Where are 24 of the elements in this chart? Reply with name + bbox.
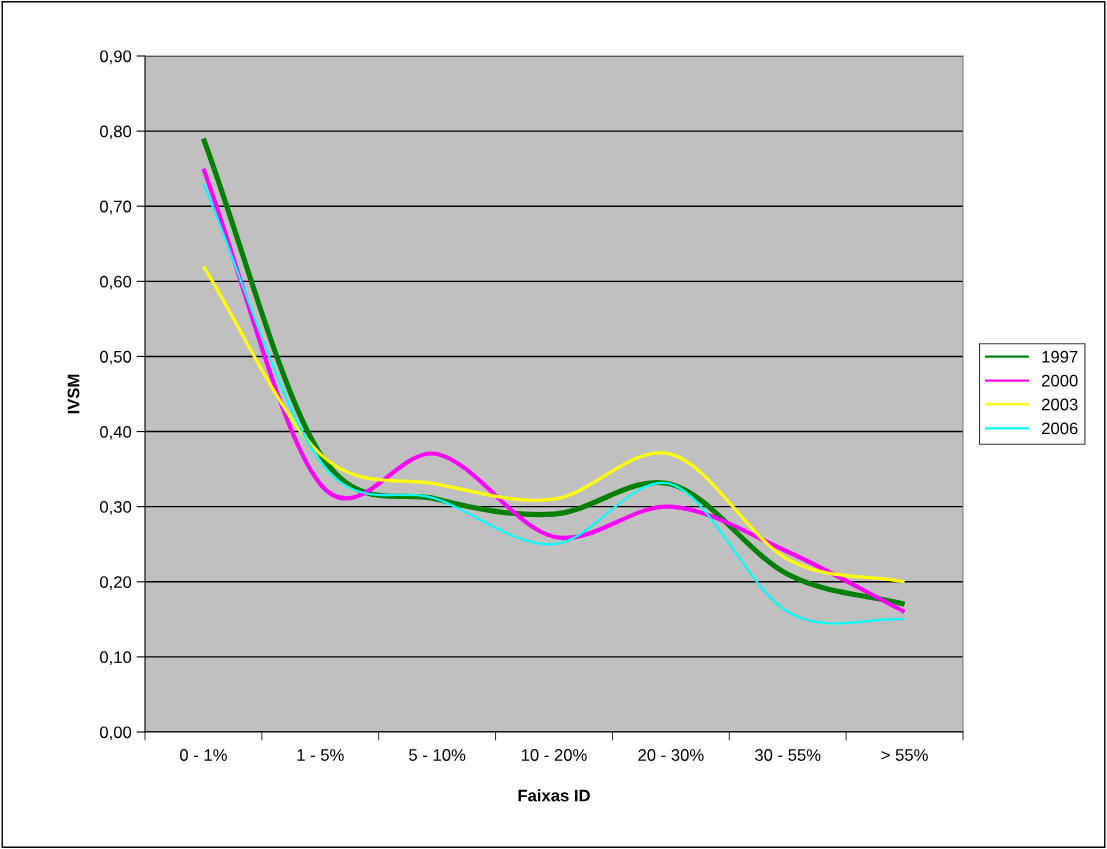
legend-label: 2003 (1042, 398, 1078, 411)
y-tick-label: 0,70 (100, 200, 132, 215)
y-tick-label: 0,30 (100, 501, 132, 515)
y-tick-label: 0,10 (100, 651, 132, 666)
x-tick-label: 20 - 30% (638, 749, 704, 761)
x-tick-label: 5 - 10% (409, 749, 466, 761)
x-tick-label: 10 - 20% (521, 749, 587, 761)
legend-label: 2006 (1042, 422, 1078, 435)
x-tick-label: 1 - 5% (297, 749, 344, 761)
y-tick-label: 0,60 (100, 275, 132, 290)
x-tick-label: 30 - 55% (755, 749, 821, 761)
y-axis-title: IVSM (67, 374, 80, 414)
y-tick-label: 0,80 (100, 125, 132, 140)
y-tick-label: 0,20 (100, 576, 132, 590)
y-tick-label: 0,00 (100, 726, 132, 741)
y-tick-label: 0,90 (100, 50, 132, 65)
line-series (201, 264, 907, 584)
legend-label: 1997 (1042, 350, 1078, 363)
x-axis-title: Faixas ID (518, 789, 590, 802)
x-tick-label: 0 - 1% (180, 749, 227, 761)
y-tick-label: 0,50 (100, 350, 132, 365)
y-tick-label: 0,40 (100, 425, 132, 440)
x-tick-label: > 55% (881, 749, 928, 761)
legend-label: 2000 (1042, 374, 1078, 387)
